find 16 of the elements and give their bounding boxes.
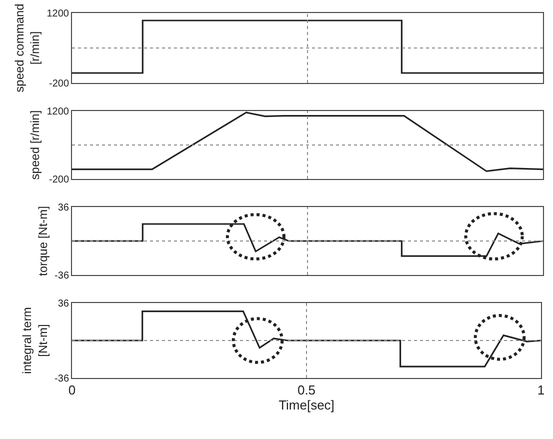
y-axis-title: torque [Nt-m] bbox=[36, 206, 50, 276]
y-tick-label: 36 bbox=[58, 202, 70, 214]
y-tick-label: 1200 bbox=[46, 106, 70, 118]
y-tick-label: -36 bbox=[54, 270, 70, 282]
y-axis-title: speed [r/min] bbox=[28, 110, 42, 180]
y-tick-label: -36 bbox=[54, 374, 70, 384]
y-tick-label: -200 bbox=[48, 78, 70, 90]
y-tick-label: -200 bbox=[48, 174, 70, 186]
y-tick-label: 1200 bbox=[46, 8, 70, 20]
x-tick-label: 1 bbox=[537, 382, 545, 398]
x-tick-label: 0 bbox=[68, 382, 76, 398]
x-axis-title: Time[sec] bbox=[278, 398, 334, 413]
y-axis-title: speed command [r/min] bbox=[12, 4, 42, 92]
y-tick-label: 36 bbox=[58, 298, 70, 310]
y-axis-title: integral term [Nt-m] bbox=[20, 307, 50, 374]
x-tick-label: 0.5 bbox=[297, 382, 316, 398]
